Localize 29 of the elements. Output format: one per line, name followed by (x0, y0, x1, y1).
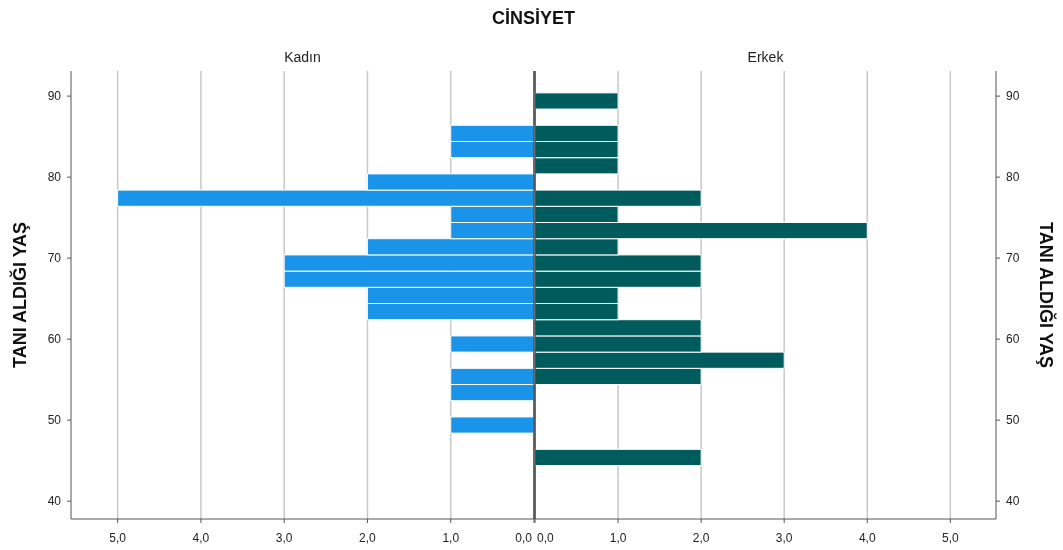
x-tick-label: 3,0 (275, 531, 293, 545)
y-tick-label: 40 (47, 494, 62, 509)
x-tick-label: 5,0 (109, 531, 127, 545)
y-axis-title: TANI ALDIĞI YAŞ (1036, 221, 1057, 369)
x-tick-label: 2,0 (359, 531, 377, 545)
x-tick-label: 2,0 (692, 531, 710, 545)
y-tick-label: 40 (1006, 494, 1020, 509)
x-tick-label: 4,0 (192, 531, 210, 545)
y-tick-label: 70 (1006, 251, 1020, 266)
y-tick-label: 80 (47, 170, 62, 185)
y-tick-label: 50 (1006, 413, 1020, 428)
y-tick-label: 60 (47, 332, 62, 347)
x-tick-label: 1,0 (609, 531, 627, 545)
y-tick-label: 60 (1006, 332, 1020, 347)
x-tick-label: 1,0 (442, 531, 460, 545)
chart-title: CİNSİYET (491, 8, 576, 28)
y-tick-label: 90 (1006, 89, 1020, 104)
x-tick-label: 0,0 (537, 531, 555, 545)
x-tick-label: 5,0 (941, 531, 959, 545)
y-tick-label: 50 (47, 413, 62, 428)
chart-subtitle: Kadın (284, 49, 321, 65)
y-tick-label: 80 (1006, 170, 1020, 185)
y-tick-label: 90 (47, 89, 62, 104)
y-axis-title: TANI ALDIĞI YAŞ (9, 221, 30, 369)
x-tick-label: 0,0 (515, 531, 533, 545)
x-tick-label: 3,0 (775, 531, 793, 545)
x-tick-label: 4,0 (858, 531, 876, 545)
chart-subtitle: Erkek (747, 49, 785, 65)
y-tick-label: 70 (47, 251, 62, 266)
